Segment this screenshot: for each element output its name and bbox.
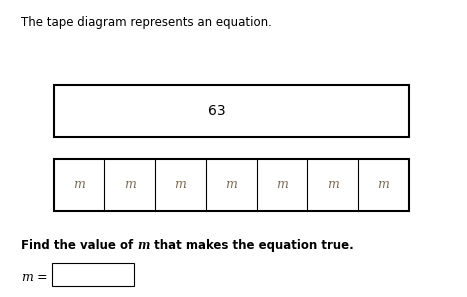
Text: m: m bbox=[124, 178, 136, 191]
Bar bbox=[54, 159, 409, 211]
Text: m: m bbox=[21, 271, 33, 284]
Text: m: m bbox=[276, 178, 288, 191]
Text: that makes the equation true.: that makes the equation true. bbox=[150, 238, 354, 252]
Text: m: m bbox=[175, 178, 186, 191]
Text: Find the value of: Find the value of bbox=[21, 238, 137, 252]
Bar bbox=[54, 85, 409, 137]
Text: m: m bbox=[225, 178, 237, 191]
Bar bbox=[52, 263, 134, 286]
Text: =: = bbox=[33, 271, 48, 284]
Text: m: m bbox=[377, 178, 389, 191]
Text: The tape diagram represents an equation.: The tape diagram represents an equation. bbox=[21, 16, 272, 29]
Text: 63: 63 bbox=[208, 104, 226, 118]
Text: m: m bbox=[137, 238, 150, 252]
Text: m: m bbox=[326, 178, 339, 191]
Text: m: m bbox=[73, 178, 85, 191]
